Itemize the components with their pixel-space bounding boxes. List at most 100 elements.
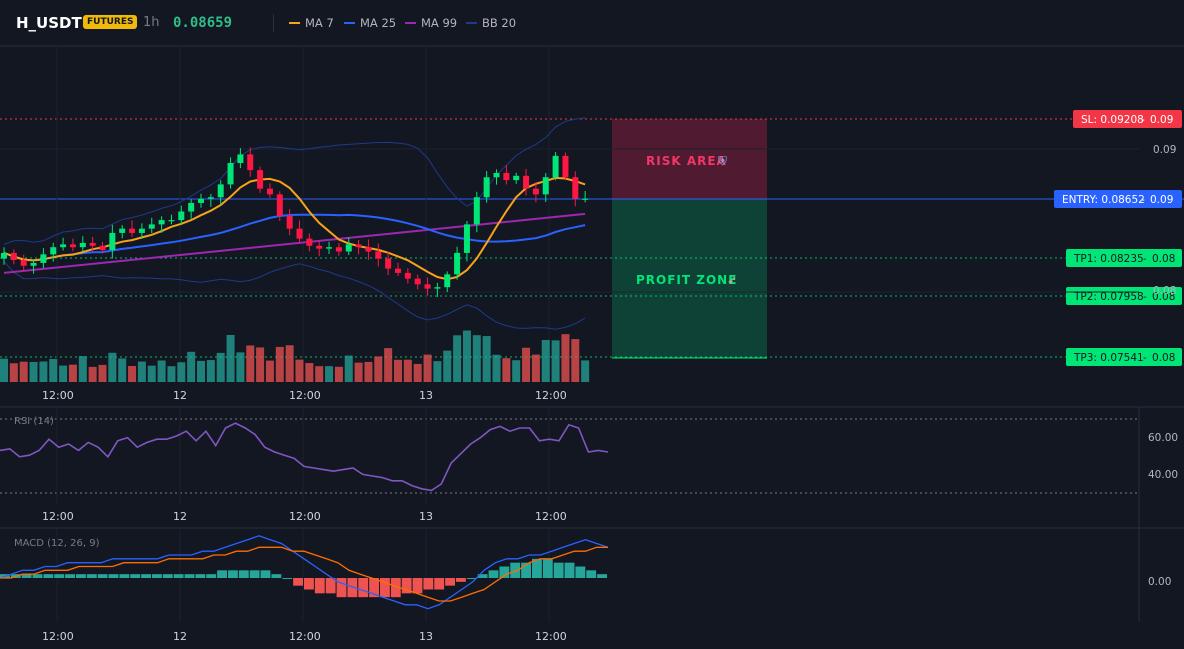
candle-body: [345, 244, 352, 252]
volume-bar: [265, 360, 274, 382]
profit-zone-label: PROFIT ZONE: [636, 273, 737, 287]
symbol-label[interactable]: H_USDT: [16, 14, 82, 32]
macd-histogram-bar: [97, 574, 108, 578]
legend-ma99-label: MA 99: [421, 16, 458, 30]
candle-body: [404, 272, 411, 279]
volume-bar: [88, 366, 97, 382]
time-tick: 12:00: [535, 389, 567, 402]
macd-histogram-bar: [217, 570, 227, 578]
candle-body: [523, 175, 530, 189]
volume-bar: [531, 354, 540, 382]
volume-bar: [226, 334, 235, 382]
macd-histogram-bar: [499, 566, 510, 578]
macd-signal-line: [0, 546, 608, 602]
volume-bar: [206, 360, 215, 382]
macd-histogram-bar: [293, 578, 303, 586]
price-tick: 0.08: [1153, 285, 1176, 297]
macd-histogram-bar: [238, 570, 249, 578]
candle-body: [316, 245, 323, 249]
macd-histogram-bar: [228, 570, 238, 578]
volume-bar: [541, 339, 550, 382]
tp3-axis-value: 0.08: [1152, 352, 1175, 364]
macd-histogram-bar: [423, 578, 434, 590]
volume-bar: [216, 352, 225, 382]
volume-bar: [482, 336, 491, 382]
time-tick: 13: [419, 510, 433, 523]
volume-bar: [49, 359, 58, 382]
risk-area-zone: [612, 119, 767, 199]
candle-body: [276, 194, 283, 216]
rocket-icon: ➶: [727, 273, 737, 287]
volume-bar: [167, 366, 176, 382]
volume-bar: [98, 364, 107, 382]
tp1-dash: -: [1143, 253, 1147, 265]
macd-histogram-bar: [564, 562, 575, 578]
candle-body: [247, 154, 254, 171]
macd-histogram-bar: [130, 574, 141, 578]
macd-histogram-bar: [369, 578, 379, 598]
legend-ma7[interactable]: MA 7: [289, 16, 334, 30]
macd-histogram-bar: [597, 574, 607, 578]
volume-bar: [492, 354, 501, 382]
volume-bar: [39, 361, 48, 382]
tp2-dash: -: [1143, 291, 1147, 303]
candle-body: [365, 247, 372, 252]
candle-body: [572, 177, 579, 199]
macd-plot: [0, 535, 609, 610]
macd-histogram-bar: [206, 574, 217, 578]
macd-histogram-bar: [445, 578, 455, 586]
volume-bar: [394, 359, 402, 382]
time-tick: 12:00: [42, 389, 74, 402]
candle-body: [168, 220, 175, 222]
ma99-line: [3, 212, 586, 274]
candle-body: [89, 242, 96, 246]
candle-body: [207, 197, 214, 199]
chart-header: H_USDT FUTURES 1h 0.08659 MA 7 MA 25 MA …: [0, 0, 1184, 46]
tp3-label-box: [1066, 348, 1182, 366]
candle-body: [326, 247, 333, 249]
ma7-swatch: [289, 21, 300, 24]
candle-body: [69, 244, 76, 248]
legend-bb20[interactable]: BB 20: [466, 16, 516, 30]
macd-histogram-bar: [86, 574, 97, 578]
entry-label-box: [1054, 190, 1182, 208]
macd-histogram-bar: [521, 562, 531, 578]
candle-body: [60, 244, 67, 248]
macd-histogram-bar: [304, 578, 314, 590]
legend-ma25[interactable]: MA 25: [344, 16, 396, 30]
candle-body: [532, 188, 539, 195]
volume-bar: [29, 361, 38, 382]
macd-histogram-bar: [434, 578, 445, 590]
price-tick: 0.09: [1153, 144, 1176, 156]
volume-bar: [571, 339, 580, 382]
candle-body: [513, 175, 520, 181]
volume-bar: [197, 360, 205, 382]
macd-histogram-bar: [336, 578, 347, 598]
volume-bar: [0, 358, 8, 382]
time-tick: 12:00: [535, 510, 567, 523]
macd-histogram-bar: [162, 574, 173, 578]
candle-body: [463, 224, 470, 253]
volume-bar: [187, 351, 196, 382]
tp2-axis-value: 0.08: [1152, 291, 1175, 303]
time-tick: 12: [173, 510, 187, 523]
time-tick: 12:00: [289, 389, 321, 402]
legend-ma99[interactable]: MA 99: [405, 16, 457, 30]
candle-body: [217, 184, 224, 198]
volume-bar: [275, 346, 284, 382]
volume-bar: [413, 363, 422, 382]
time-tick: 13: [419, 630, 433, 643]
candlesticks: [1, 147, 589, 297]
sl-label-box: [1073, 110, 1182, 128]
volume-bar: [78, 356, 87, 382]
candle-body: [286, 215, 293, 229]
candle-body: [473, 197, 480, 225]
candle-body: [542, 177, 549, 195]
time-tick: 12:00: [289, 510, 321, 523]
last-price: 0.08659: [173, 15, 233, 31]
macd-histogram-bar: [32, 574, 43, 578]
risk-area-label: RISK AREA: [646, 154, 727, 168]
timeframe-label[interactable]: 1h: [143, 15, 160, 30]
volume-bar: [334, 366, 343, 382]
